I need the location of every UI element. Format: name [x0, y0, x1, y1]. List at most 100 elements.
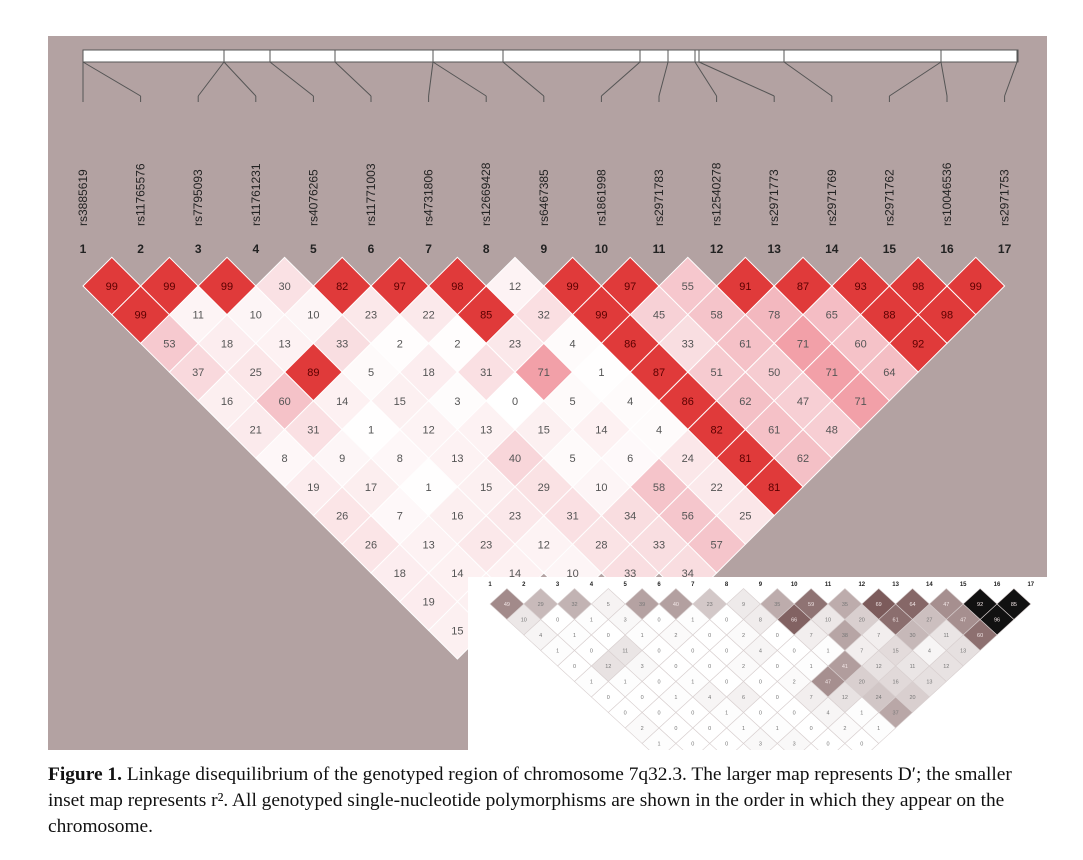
dprime-cell-value: 98 [451, 281, 463, 293]
snp-index-label: 8 [483, 242, 490, 256]
r2-cell-value: 0 [708, 664, 711, 670]
r2-cell-value: 60 [977, 633, 983, 639]
r2-cell [675, 727, 711, 750]
r2-cell-value: 1 [691, 618, 694, 624]
r2-cell-value: 20 [909, 695, 915, 701]
inset-index-label: 2 [522, 582, 526, 588]
dprime-cell-value: 78 [768, 310, 780, 322]
r2-cell-value: 11 [622, 649, 628, 655]
dprime-cell-value: 51 [710, 367, 722, 379]
r2-cell-value: 30 [909, 633, 915, 639]
r2-cell [641, 727, 677, 750]
r2-cell-value: 0 [725, 742, 728, 748]
r2-cell-value: 11 [910, 664, 916, 670]
r2-cell-value: 59 [808, 602, 814, 608]
dprime-cell-value: 99 [970, 281, 982, 293]
r2-cell-value: 4 [708, 695, 711, 701]
dprime-cell-value: 7 [397, 511, 403, 523]
r2-cell-value: 1 [657, 742, 660, 748]
dprime-cell-value: 24 [682, 453, 694, 465]
dprime-cell-value: 88 [883, 310, 895, 322]
r2-cell-value: 0 [776, 633, 779, 639]
dprime-cell-value: 14 [336, 396, 348, 408]
dprime-cell-value: 5 [570, 396, 576, 408]
r2-cell-value: 3 [641, 664, 644, 670]
dprime-cell-value: 91 [739, 281, 751, 293]
dprime-cell-value: 99 [134, 310, 146, 322]
r2-cell-value: 11 [943, 633, 949, 639]
r2-cell-value: 64 [909, 602, 915, 608]
r2-cell-value: 10 [521, 618, 527, 624]
dprime-cell-value: 82 [710, 425, 722, 437]
dprime-cell-value: 40 [509, 453, 521, 465]
r2-cell-value: 0 [590, 649, 593, 655]
r2-cell-value: 1 [556, 649, 559, 655]
dprime-cell-value: 55 [682, 281, 694, 293]
snp-index-label: 7 [425, 242, 432, 256]
snp-index-label: 5 [310, 242, 317, 256]
snp-connector-line [1004, 61, 1018, 97]
r2-cell-value: 0 [826, 742, 829, 748]
r2-cell-value: 3 [793, 742, 796, 748]
dprime-cell-value: 98 [941, 310, 953, 322]
snp-name-label: rs7795093 [191, 169, 205, 226]
snp-name-label: rs12540278 [710, 162, 724, 226]
r2-cell [844, 727, 880, 750]
snp-index-label: 15 [883, 242, 897, 256]
dprime-cell-value: 89 [307, 367, 319, 379]
dprime-cell-value: 6 [627, 453, 633, 465]
dprime-cell-value: 32 [538, 310, 550, 322]
r2-cell-value: 0 [759, 711, 762, 717]
dprime-cell-value: 17 [365, 482, 377, 494]
snp-index-label: 13 [768, 242, 782, 256]
snp-connector-line [269, 61, 314, 97]
snp-connector-line [82, 61, 141, 97]
dprime-cell-value: 1 [426, 482, 432, 494]
dprime-cell-value: 25 [250, 367, 262, 379]
r2-cell-value: 66 [791, 618, 797, 624]
r2-cell-value: 0 [793, 711, 796, 717]
r2-cell-value: 12 [943, 664, 949, 670]
r2-cell-value: 0 [725, 618, 728, 624]
snp-name-label: rs1861998 [594, 169, 608, 226]
dprime-cell-value: 18 [422, 367, 434, 379]
r2-cell-value: 9 [742, 602, 745, 608]
dprime-cell-value: 11 [192, 310, 203, 322]
r2-cell-value: 12 [605, 664, 611, 670]
dprime-cell-value: 86 [624, 338, 636, 350]
snp-connector-line [502, 61, 545, 97]
dprime-cell-value: 29 [538, 482, 550, 494]
r2-cell-value: 0 [725, 649, 728, 655]
dprime-cell-value: 22 [422, 310, 434, 322]
snp-index-label: 12 [710, 242, 724, 256]
r2-cell [709, 727, 744, 750]
dprime-cell-value: 9 [339, 453, 345, 465]
snp-connector-line [889, 61, 942, 97]
r2-cell-value: 0 [556, 618, 559, 624]
dprime-cell-value: 4 [570, 338, 576, 350]
r2-cell-value: 0 [573, 664, 576, 670]
r2-cell-value: 1 [776, 726, 779, 732]
dprime-cell-value: 61 [739, 338, 751, 350]
dprime-cell-value: 26 [336, 511, 348, 523]
dprime-cell-value: 57 [710, 539, 722, 551]
dprime-cell-value: 25 [739, 511, 751, 523]
dprime-cell-value: 87 [797, 281, 809, 293]
dprime-cell-value: 99 [106, 281, 118, 293]
dprime-cell-value: 81 [739, 453, 751, 465]
snp-connector-line [223, 61, 257, 97]
r2-cell-value: 1 [674, 695, 677, 701]
inset-index-label: 12 [858, 582, 865, 588]
dprime-cell-value: 97 [624, 281, 636, 293]
snp-connector-line [334, 61, 372, 97]
r2-cell-value: 1 [641, 633, 644, 639]
r2-cell-value: 0 [860, 742, 863, 748]
dprime-cell-value: 71 [826, 367, 838, 379]
inset-index-label: 4 [590, 582, 594, 588]
r2-cell-value: 0 [725, 680, 728, 686]
r2-cell-value: 2 [641, 726, 644, 732]
figure-caption: Figure 1. Linkage disequilibrium of the … [48, 762, 1048, 840]
dprime-cell-value: 1 [368, 425, 374, 437]
dprime-cell-value: 15 [480, 482, 492, 494]
